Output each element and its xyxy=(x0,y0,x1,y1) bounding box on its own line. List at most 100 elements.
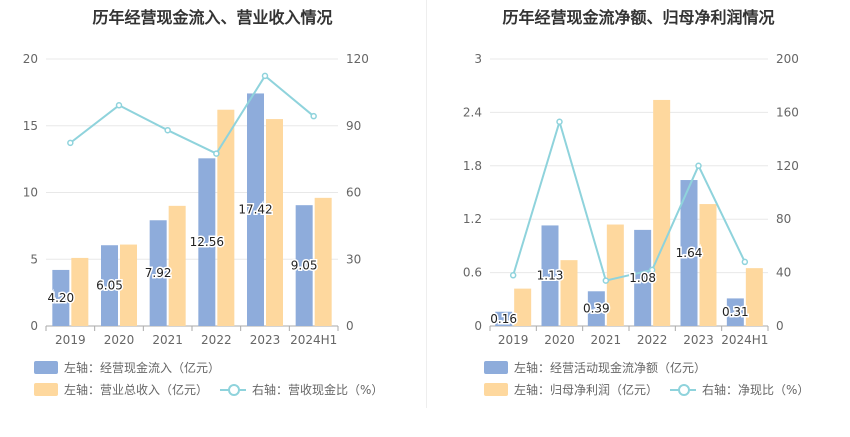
bar-series-1 xyxy=(541,225,559,326)
legend-swatch-bar2 xyxy=(34,383,58,396)
bar-series-1 xyxy=(495,311,513,326)
x-axis-category-label: 2019 xyxy=(55,333,86,347)
legend-item-cash-inflow[interactable]: 左轴：经营现金流入（亿元） xyxy=(34,360,220,376)
chart-panel-cash-inflow: 历年经营现金流入、营业收入情况 0 0 5 30 10 60 15 90 20 120 2019 20… xyxy=(23,8,384,398)
legend-label: 左轴：经营现金流入（亿元） xyxy=(64,361,221,375)
bar-series-1 xyxy=(680,180,698,326)
x-axis-category-label: 2022 xyxy=(201,333,232,347)
bar-series-2 xyxy=(653,99,671,326)
bar-series-2 xyxy=(120,244,137,326)
bar-data-label: 9.05 xyxy=(291,259,318,273)
bar-series-2 xyxy=(606,224,624,326)
right-axis-tick-label: 90 xyxy=(346,119,361,133)
line-point xyxy=(164,126,171,134)
line-point xyxy=(741,258,749,266)
x-axis-category-label: 2019 xyxy=(498,333,529,347)
line-point xyxy=(695,162,702,170)
bar-series-2 xyxy=(71,257,89,326)
bar-series-1 xyxy=(198,158,216,326)
left-axis-tick-label: 20 xyxy=(23,52,38,66)
legend-swatch-bar1 xyxy=(484,361,508,374)
legend-item-revenue[interactable]: 左轴：营业总收入（亿元） xyxy=(34,382,208,398)
line-point xyxy=(648,266,656,274)
right-axis-tick-label: 40 xyxy=(776,266,791,280)
chart-cash-inflow-revenue: 0 0 5 30 10 60 15 90 20 120 2019 2020 2021 2022 2023 20… xyxy=(23,52,369,347)
legend-item-net-profit[interactable]: 左轴：归母净利润（亿元） xyxy=(484,382,658,398)
bar-series-2 xyxy=(168,205,186,326)
chart-title: 历年经营现金流入、营业收入情况 xyxy=(92,8,333,27)
left-axis-tick-label: 5 xyxy=(30,252,38,266)
chart-title: 历年经营现金流净额、归母净利润情况 xyxy=(502,8,775,27)
left-axis-tick-label: 15 xyxy=(23,119,38,133)
line-point xyxy=(67,139,74,147)
right-axis-tick-label: 200 xyxy=(776,52,799,66)
bar-data-label: 0.39 xyxy=(583,302,610,316)
x-axis-category-label: 2024H1 xyxy=(290,333,337,347)
left-axis-tick-label: 0.6 xyxy=(463,266,482,280)
right-axis-tick-label: 30 xyxy=(346,252,361,266)
line-point xyxy=(310,112,317,120)
legend-label: 左轴：营业总收入（亿元） xyxy=(64,383,209,397)
bar-series-2 xyxy=(699,204,717,326)
bar-data-label: 0.31 xyxy=(722,305,749,319)
line-series-ratio xyxy=(512,118,746,282)
left-axis-tick-label: 10 xyxy=(23,186,38,200)
bar-series-1 xyxy=(587,291,605,326)
bar-data-label: 17.42 xyxy=(238,203,272,217)
chart-panel-net-cash: 历年经营现金流净额、归母净利润情况 0 0 0.6 40 1.2 80 1.8 120 2.4 1… xyxy=(426,0,850,437)
x-axis-category-label: 2022 xyxy=(637,333,668,347)
x-axis-category-label: 2021 xyxy=(591,333,622,347)
legend-swatch-bar2 xyxy=(484,383,508,396)
line-point xyxy=(556,118,563,125)
left-axis-tick-label: 1.8 xyxy=(463,159,482,173)
right-axis-tick-label: 160 xyxy=(776,105,799,119)
x-axis-category-label: 2023 xyxy=(250,333,281,347)
legend-item-ratio[interactable]: 右轴：营收现金比（%） xyxy=(220,382,383,398)
left-axis-tick-label: 1.2 xyxy=(463,212,482,226)
right-axis-tick-label: 0 xyxy=(776,319,784,333)
left-axis-tick-label: 0 xyxy=(474,319,482,333)
right-axis-tick-label: 0 xyxy=(346,319,354,333)
panel-divider xyxy=(426,0,427,408)
legend-line-marker-icon xyxy=(220,383,246,396)
left-axis-tick-label: 2.4 xyxy=(463,105,482,119)
legend-line-marker-icon xyxy=(670,383,696,396)
left-axis-tick-label: 3 xyxy=(474,52,482,66)
x-axis-category-label: 2021 xyxy=(152,333,183,347)
bar-series-2 xyxy=(514,288,532,326)
bar-data-label: 1.13 xyxy=(537,269,564,283)
x-axis-category-label: 2020 xyxy=(104,333,135,347)
bar-data-label: 4.20 xyxy=(47,291,74,305)
legend-swatch-bar1 xyxy=(34,361,58,374)
legend-label: 右轴：营收现金比（%） xyxy=(252,383,384,397)
legend-label: 右轴：净现比（%） xyxy=(702,383,810,397)
legend-label: 左轴：归母净利润（亿元） xyxy=(514,383,659,397)
bar-series-1 xyxy=(247,93,264,327)
bar-series-1 xyxy=(52,269,70,326)
line-point xyxy=(509,272,517,279)
line-point xyxy=(213,150,220,157)
legend-item-net-cash-ratio[interactable]: 右轴：净现比（%） xyxy=(670,382,809,398)
x-axis-category-label: 2020 xyxy=(544,333,575,347)
bar-series-2 xyxy=(560,260,578,326)
line-point xyxy=(261,72,269,80)
legend-item-net-cash[interactable]: 左轴：经营活动现金流净额（亿元） xyxy=(484,360,706,376)
legend-label: 左轴：经营活动现金流净额（亿元） xyxy=(514,361,707,375)
bar-series-1 xyxy=(101,245,118,326)
bar-data-label: 7.92 xyxy=(145,266,172,280)
bar-series-2 xyxy=(314,197,332,326)
bar-series-1 xyxy=(149,220,167,326)
left-axis-tick-label: 0 xyxy=(30,319,38,333)
line-point xyxy=(115,102,123,109)
bar-data-label: 1.08 xyxy=(629,271,656,285)
line-series-ratio xyxy=(69,74,315,155)
x-axis-category-label: 2024H1 xyxy=(721,333,768,347)
right-axis-tick-label: 120 xyxy=(346,52,369,66)
bar-series-1 xyxy=(726,298,744,326)
bar-data-label: 6.05 xyxy=(96,279,123,293)
bar-data-label: 0.16 xyxy=(490,312,517,326)
right-axis-tick-label: 80 xyxy=(776,212,791,226)
bar-series-2 xyxy=(266,119,283,326)
bar-data-label: 12.56 xyxy=(190,235,224,249)
